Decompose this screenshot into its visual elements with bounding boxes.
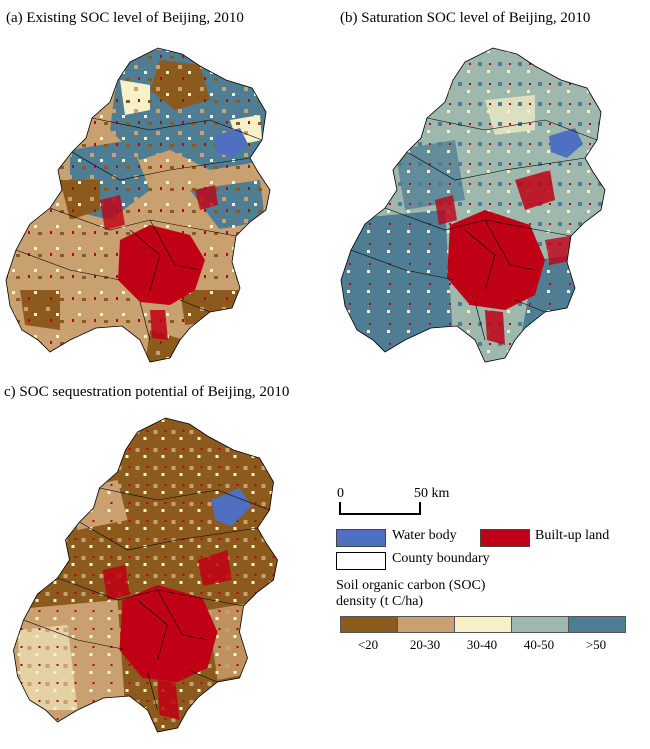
map-sequestration-potential <box>13 417 278 733</box>
county-boundary-label: County boundary <box>392 551 490 566</box>
soc-class-20-30-swatch <box>398 617 455 632</box>
soc-class-40-50-swatch <box>512 617 569 632</box>
soc-color-bar <box>340 616 626 633</box>
scale-bar-start-label: 0 <box>337 486 344 501</box>
soc-class-gt50-swatch <box>569 617 625 632</box>
builtup-land-label: Built-up land <box>535 528 610 543</box>
soc-class-label-lt20: <20 <box>357 637 379 652</box>
map-saturation-soc <box>340 47 606 363</box>
builtup-land-swatch <box>480 529 530 547</box>
soc-legend-title-line1: Soil organic carbon (SOC) <box>336 578 486 593</box>
soc-class-30-40-swatch <box>455 617 512 632</box>
soc-class-label-20-30: 20-30 <box>409 637 441 652</box>
water-body-label: Water body <box>392 528 457 543</box>
soc-class-label-30-40: 30-40 <box>466 637 498 652</box>
scale-bar <box>339 502 421 515</box>
soc-class-label-gt50: >50 <box>585 637 607 652</box>
soc-class-label-40-50: 40-50 <box>523 637 555 652</box>
soc-class-lt20-swatch <box>341 617 398 632</box>
county-boundary-swatch <box>336 552 386 570</box>
water-body-swatch <box>336 529 386 547</box>
soc-legend-title-line2: density (t C/ha) <box>336 594 424 609</box>
panel-a-title: (a) Existing SOC level of Beijing, 2010 <box>6 10 244 26</box>
map-existing-soc <box>5 47 271 363</box>
panel-c-title: c) SOC sequestration potential of Beijin… <box>4 384 290 400</box>
scale-bar-end-label: 50 km <box>414 486 450 501</box>
panel-b-title: (b) Saturation SOC level of Beijing, 201… <box>340 10 591 26</box>
